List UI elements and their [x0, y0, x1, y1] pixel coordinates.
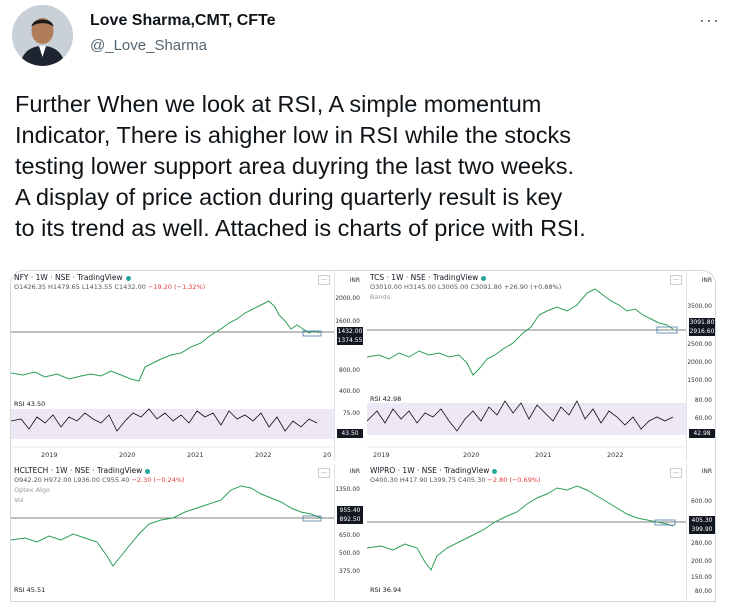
infy-chart[interactable]: NFY · 1W · NSE · TradingView O1426.35 H1… [11, 271, 363, 461]
hcltech-vol-label: Vol [14, 496, 24, 504]
tcs-year: 2020 [463, 451, 480, 459]
hcltech-chart-title: HCLTECH · 1W · NSE · TradingView [14, 466, 151, 475]
hcltech-axis-tick: 500.00 [339, 550, 360, 557]
wipro-axis-tick: 150.00 [691, 574, 712, 581]
tcs-price-axis[interactable]: INR 3500.00 3091.80 2916.60 2500.00 2000… [686, 271, 715, 461]
infy-more-icon[interactable]: … [318, 275, 330, 285]
infy-year: 2022 [255, 451, 272, 459]
tcs-rsi-label: RSI 42.98 [370, 395, 402, 403]
wipro-price-line [367, 485, 674, 571]
hcltech-currency: INR [349, 468, 360, 475]
infy-price-axis[interactable]: INR 2000.00 1600.00 1432.00 1374.55 800.… [334, 271, 363, 461]
infy-rsi-label: RSI 43.50 [14, 400, 46, 408]
tcs-year: 2019 [373, 451, 390, 459]
tweet-line: to its trend as well. Attached is charts… [15, 215, 586, 241]
tweet-line: Indicator, There is ahigher low in RSI w… [15, 122, 572, 148]
tcs-chart-drawing [367, 288, 687, 448]
tcs-rsi-tag: 42.98 [689, 429, 715, 438]
hcltech-axis-tick: 375.00 [339, 568, 360, 575]
avatar-photo [12, 5, 73, 66]
wipro-chart[interactable]: WIPRO · 1W · NSE · TradingView O400.30 H… [367, 464, 715, 601]
tcs-last-price-tag: 3091.80 [689, 318, 715, 327]
wipro-chart-title: WIPRO · 1W · NSE · TradingView [370, 466, 498, 475]
hcltech-last-price-tag: 955.40 [337, 506, 363, 515]
author-handle[interactable]: @_Love_Sharma [90, 37, 207, 54]
wipro-support-tag: 399.90 [689, 525, 715, 534]
infy-year: 2019 [41, 451, 58, 459]
infy-axis-tick: 1600.00 [335, 318, 360, 325]
wipro-ohlc: O400.30 H417.90 L399.75 C405.30 −2.80 (−… [370, 476, 541, 484]
infy-rsi-tag: 43.50 [337, 429, 363, 438]
tcs-chart[interactable]: TCS · 1W · NSE · TradingView O3010.00 H3… [367, 271, 715, 461]
infy-year: 2020 [119, 451, 136, 459]
hcltech-optex-label: Optex Algo [14, 486, 50, 494]
tcs-chart-title: TCS · 1W · NSE · TradingView [370, 273, 487, 282]
hcltech-axis-tick: 1350.00 [335, 486, 360, 493]
wipro-axis-tick: 200.00 [691, 558, 712, 565]
wipro-rsi-label: RSI 36.94 [370, 586, 402, 594]
wipro-chart-drawing [367, 485, 687, 571]
hcltech-more-icon[interactable]: … [318, 468, 330, 478]
tcs-more-icon[interactable]: … [670, 275, 682, 285]
tcs-axis-tick: 3500.00 [687, 303, 712, 310]
hcltech-chart[interactable]: HCLTECH · 1W · NSE · TradingView O942.20… [11, 464, 363, 601]
avatar[interactable] [12, 5, 73, 66]
tweet-text: Further When we look at RSI, A simple mo… [15, 89, 725, 244]
infy-support-tag: 1374.55 [337, 336, 363, 345]
author-name[interactable]: Love Sharma,CMT, CFTe [90, 12, 276, 29]
wipro-last-price-tag: 405.30 [689, 516, 715, 525]
tweet-line: A display of price action during quarter… [15, 184, 563, 210]
tcs-bands-label: Bands [370, 293, 391, 301]
infy-axis-tick: 800.00 [339, 367, 360, 374]
tcs-axis-tick: 1500.00 [687, 377, 712, 384]
hcltech-price-line [11, 485, 322, 567]
infy-chart-title: NFY · 1W · NSE · TradingView [14, 273, 131, 282]
infy-rsi-axis-tick: 75.00 [342, 410, 360, 417]
infy-year: 20 [323, 451, 332, 459]
infy-chart-drawing [11, 300, 335, 448]
tcs-rsi-line [367, 400, 674, 432]
wipro-currency: INR [701, 468, 712, 475]
hcltech-support-tag: 892.50 [337, 515, 363, 524]
infy-currency: INR [349, 277, 360, 284]
hcltech-rsi-label: RSI 45.51 [14, 586, 46, 594]
wipro-more-icon[interactable]: … [670, 468, 682, 478]
infy-year: 2021 [187, 451, 204, 459]
tcs-price-line [367, 288, 674, 376]
more-options-icon[interactable]: ··· [699, 10, 720, 30]
tcs-year: 2022 [607, 451, 624, 459]
tcs-year: 2021 [535, 451, 552, 459]
tweet-line: Further When we look at RSI, A simple mo… [15, 91, 542, 117]
tcs-currency: INR [701, 277, 712, 284]
wipro-axis-tick: 600.00 [691, 498, 712, 505]
infy-axis-tick: 400.00 [339, 388, 360, 395]
wipro-price-axis[interactable]: INR 600.00 405.30 399.90 280.00 200.00 1… [686, 464, 715, 601]
wipro-rsi-axis-tick: 80.00 [694, 588, 712, 595]
infy-axis-tick: 2000.00 [335, 295, 360, 302]
wipro-axis-tick: 280.00 [691, 540, 712, 547]
infy-rsi-line [11, 408, 318, 432]
attached-chart-images[interactable]: NFY · 1W · NSE · TradingView O1426.35 H1… [10, 270, 716, 602]
tcs-axis-tick: 2500.00 [687, 341, 712, 348]
tcs-rsi-axis-tick: 60.00 [694, 415, 712, 422]
tweet-line: testing lower support area duyring the l… [15, 153, 575, 179]
tcs-rsi-axis-tick: 80.00 [694, 397, 712, 404]
tcs-ohlc: O3010.00 H3145.00 L3005.00 C3091.80 +26.… [370, 283, 562, 291]
hcltech-ohlc: O942.20 H972.00 L936.00 C955.40 −2.30 (−… [14, 476, 185, 484]
hcltech-chart-drawing [11, 485, 335, 567]
hcltech-price-axis[interactable]: INR 1350.00 955.40 892.50 650.00 500.00 … [334, 464, 363, 601]
tcs-support-tag: 2916.60 [689, 327, 715, 336]
tcs-axis-tick: 2000.00 [687, 359, 712, 366]
hcltech-axis-tick: 650.00 [339, 532, 360, 539]
infy-price-line [11, 300, 320, 382]
infy-last-price-tag: 1432.00 [337, 327, 363, 336]
infy-ohlc: O1426.35 H1479.65 L1413.55 C1432.00 −19.… [14, 283, 206, 291]
